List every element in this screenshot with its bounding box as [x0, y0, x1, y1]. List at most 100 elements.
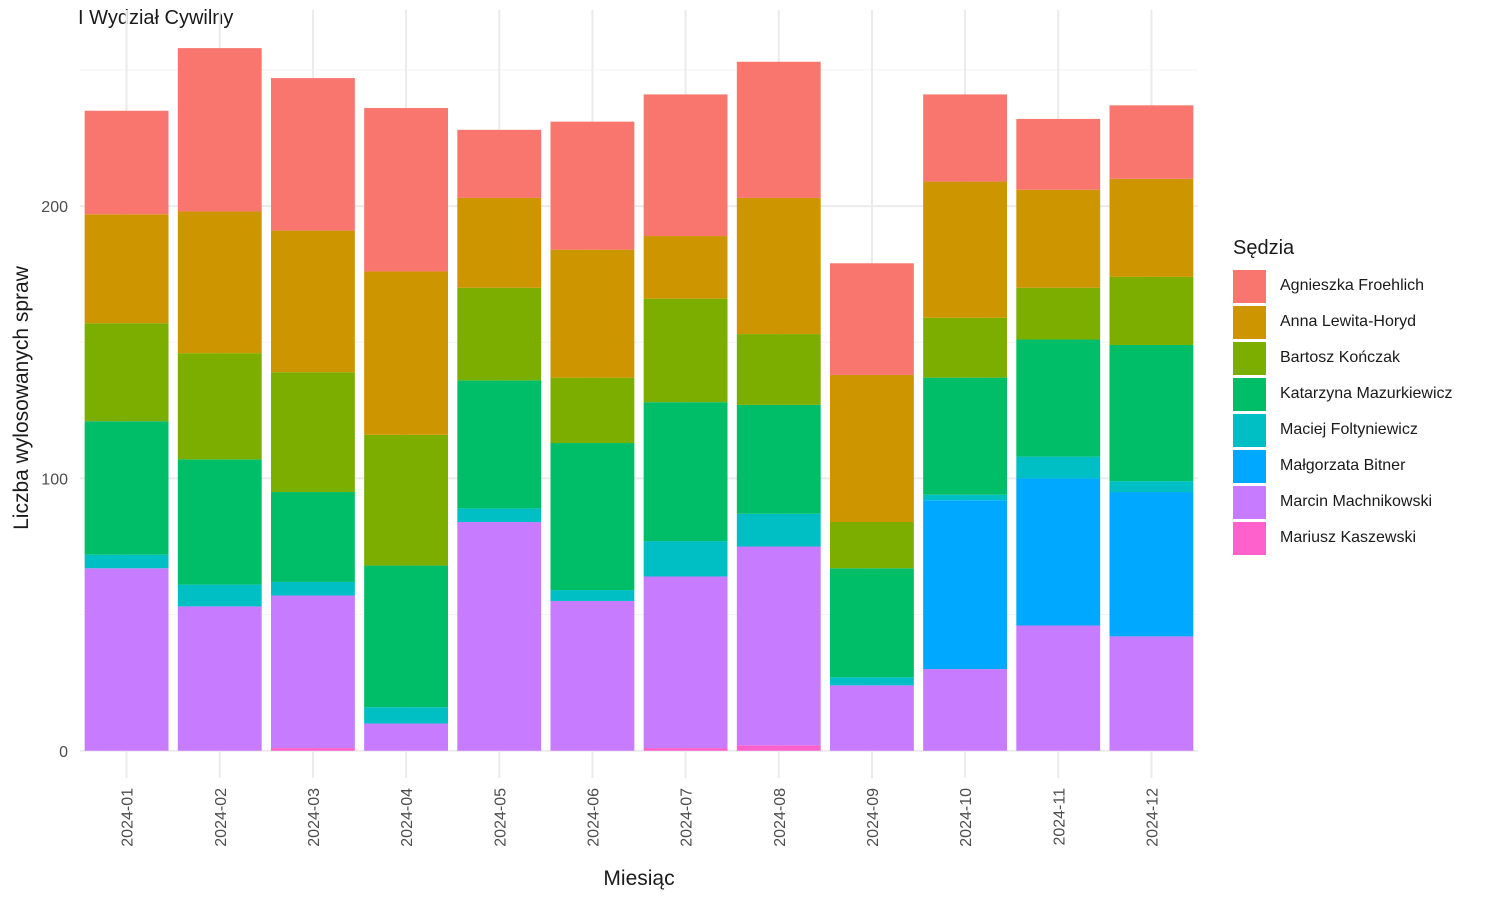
x-tick-label: 2024-01	[120, 788, 137, 847]
bar-segment	[923, 494, 1008, 501]
bar-segment	[1109, 178, 1194, 277]
bar-segment	[84, 568, 169, 751]
x-tick-label: 2024-11	[1051, 788, 1068, 846]
bar-segment	[829, 685, 914, 751]
bar-segment	[270, 595, 355, 749]
bar-segment	[270, 748, 355, 751]
legend-swatch	[1233, 449, 1266, 483]
x-tick-label: 2024-06	[585, 788, 602, 847]
bar-segment	[364, 707, 449, 724]
bar-segment	[923, 317, 1008, 378]
legend-item: Anna Lewita-Horyd	[1233, 304, 1453, 340]
bar-segment	[457, 380, 542, 509]
bar-segment	[643, 748, 728, 751]
y-axis-title: Liczba wylosowanych spraw	[10, 265, 33, 530]
bar-segment	[550, 249, 635, 378]
legend: Sędzia Agnieszka Froehlich Anna Lewita-H…	[1233, 237, 1453, 556]
x-tick-label: 2024-09	[865, 788, 882, 847]
legend-label: Marcin Machnikowski	[1280, 493, 1433, 510]
bar-segment	[736, 197, 821, 335]
bar-segment	[270, 492, 355, 582]
bar-segment	[84, 554, 169, 569]
legend-item: Maciej Foltyniewicz	[1233, 412, 1453, 448]
bar-segment	[923, 94, 1008, 182]
legend-title: Sędzia	[1233, 237, 1295, 259]
bar-segment	[829, 263, 914, 375]
x-axis-title: Miesiąc	[603, 867, 674, 890]
bar-segment	[923, 181, 1008, 318]
bar-segment	[1016, 287, 1101, 340]
legend-item: Małgorzata Bitner	[1233, 448, 1453, 484]
bar-segment	[1109, 481, 1194, 493]
bar-segment	[1016, 456, 1101, 479]
bar-segment	[270, 78, 355, 231]
bar-segment	[1109, 636, 1194, 751]
legend-label: Anna Lewita-Horyd	[1280, 313, 1417, 330]
bar-segment	[84, 110, 169, 215]
legend-swatch	[1233, 521, 1266, 555]
bar-segment	[84, 214, 169, 324]
bar-segment	[736, 334, 821, 405]
bar-segment	[1109, 492, 1194, 637]
bar-segment	[736, 513, 821, 547]
y-tick-label: 0	[59, 744, 68, 761]
bar-segment	[177, 211, 262, 354]
bar-segment	[270, 581, 355, 596]
bar-segment	[550, 443, 635, 591]
bar-segment	[1016, 189, 1101, 288]
bar-segment	[364, 108, 449, 272]
bar-segment	[643, 576, 728, 749]
bar-segment	[364, 565, 449, 708]
x-tick-label: 2024-04	[399, 788, 416, 847]
bar-segment	[457, 287, 542, 381]
bar-segment	[364, 434, 449, 566]
bar-segment	[177, 584, 262, 607]
bar-segment	[643, 402, 728, 542]
legend-item: Agnieszka Froehlich	[1233, 268, 1453, 304]
chart-title: I Wydział Cywilny	[78, 7, 234, 29]
bar-segment	[736, 61, 821, 198]
x-tick-label: 2024-02	[213, 788, 230, 847]
bar-segment	[177, 353, 262, 460]
bar-segment	[1016, 339, 1101, 457]
bar-segment	[177, 606, 262, 751]
bar-segment	[643, 298, 728, 403]
bar-segment	[1109, 105, 1194, 179]
bar-segment	[643, 541, 728, 577]
bar-segment	[1016, 625, 1101, 751]
bar-segment	[550, 377, 635, 444]
bar-segment	[84, 421, 169, 555]
x-tick-label: 2024-12	[1144, 788, 1161, 847]
x-tick-label: 2024-03	[306, 788, 323, 847]
bar-segment	[457, 129, 542, 198]
x-tick-label: 2024-05	[492, 788, 509, 847]
bar-segment	[643, 236, 728, 299]
y-tick-label: 100	[41, 471, 68, 488]
legend-swatch	[1233, 485, 1266, 519]
bar-segment	[457, 522, 542, 751]
legend-label: Małgorzata Bitner	[1280, 457, 1406, 474]
bar-segment	[829, 522, 914, 569]
bar-segment	[270, 372, 355, 493]
bar-segment	[550, 590, 635, 601]
legend-item: Bartosz Kończak	[1233, 340, 1453, 376]
bar-segment	[1016, 118, 1101, 190]
bar-segment	[550, 600, 635, 751]
legend-swatch	[1233, 377, 1266, 411]
legend-swatch	[1233, 413, 1266, 447]
bar-segment	[84, 323, 169, 422]
legend-item: Mariusz Kaszewski	[1233, 520, 1453, 556]
bar-segment	[177, 459, 262, 585]
bar-segment	[923, 377, 1008, 495]
bar-segment	[643, 94, 728, 237]
bar-segment	[829, 677, 914, 686]
legend-label: Maciej Foltyniewicz	[1280, 421, 1418, 438]
legend-label: Katarzyna Mazurkiewicz	[1280, 385, 1453, 402]
legend-item: Katarzyna Mazurkiewicz	[1233, 376, 1453, 412]
legend-label: Agnieszka Froehlich	[1280, 277, 1425, 294]
legend-swatch	[1233, 341, 1266, 375]
bar-segment	[1109, 276, 1194, 345]
bar-segment	[457, 508, 542, 522]
x-tick-label: 2024-07	[679, 788, 696, 847]
